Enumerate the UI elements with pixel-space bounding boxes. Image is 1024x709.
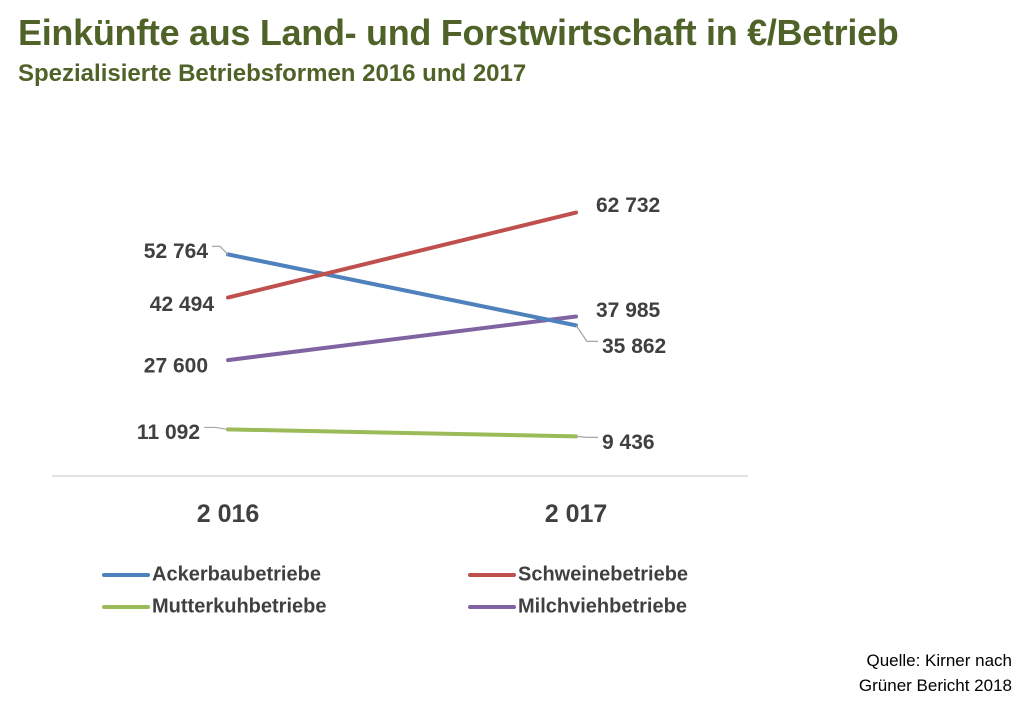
legend-label-mutterkuhbetriebe: Mutterkuhbetriebe bbox=[152, 595, 326, 617]
data-label-schweinebetriebe-1: 62 732 bbox=[596, 194, 660, 217]
source-line-2: Grüner Bericht 2018 bbox=[858, 676, 1012, 695]
data-label-ackerbaubetriebe-0: 52 764 bbox=[144, 240, 209, 263]
leader-line-ackerbaubetriebe-1 bbox=[575, 325, 598, 342]
leader-line-mutterkuhbetriebe-1 bbox=[575, 435, 598, 438]
series-line-schweinebetriebe bbox=[226, 210, 578, 300]
x-tick-label-1: 2 017 bbox=[545, 500, 608, 528]
legend-label-ackerbaubetriebe: Ackerbaubetriebe bbox=[152, 563, 321, 585]
data-label-milchviehbetriebe-0: 27 600 bbox=[144, 355, 208, 378]
series-line-milchviehbetriebe bbox=[226, 314, 578, 363]
legend-label-milchviehbetriebe: Milchviehbetriebe bbox=[518, 595, 687, 617]
series-line-mutterkuhbetriebe bbox=[226, 427, 578, 439]
leader-line-mutterkuhbetriebe-0 bbox=[204, 426, 229, 431]
x-tick-label-0: 2 016 bbox=[197, 500, 260, 528]
x-tick-layer: 2 016 2 017 bbox=[197, 500, 608, 528]
data-label-mutterkuhbetriebe-0: 11 092 bbox=[137, 421, 200, 444]
leader-line-ackerbaubetriebe-0 bbox=[212, 245, 229, 255]
legend: Ackerbaubetriebe Schweinebetriebe Mutterku… bbox=[102, 563, 688, 617]
chart-title: Einkünfte aus Land- und Forstwirtschaft … bbox=[18, 12, 899, 53]
data-label-ackerbaubetriebe-1: 35 862 bbox=[602, 335, 666, 358]
series-line-ackerbaubetriebe bbox=[226, 252, 578, 328]
source-note: Quelle: Kirner nach Grüner Bericht 2018 bbox=[859, 648, 1012, 698]
source-line-1: Quelle: Kirner nach bbox=[866, 651, 1012, 670]
chart-subtitle: Spezialisierte Betriebsformen 2016 und 2… bbox=[18, 60, 527, 87]
legend-label-schweinebetriebe: Schweinebetriebe bbox=[518, 563, 688, 585]
data-label-mutterkuhbetriebe-1: 9 436 bbox=[602, 431, 655, 454]
data-label-milchviehbetriebe-1: 37 985 bbox=[596, 299, 661, 322]
series-layer bbox=[226, 210, 578, 439]
data-label-layer: 52 764 35 862 42 494 62 732 11 092 9 436 27 60… bbox=[137, 194, 666, 454]
data-label-schweinebetriebe-0: 42 494 bbox=[150, 293, 215, 316]
